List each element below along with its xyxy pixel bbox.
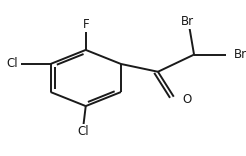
Text: Br: Br [181,15,194,28]
Text: Cl: Cl [78,125,89,138]
Text: F: F [82,18,89,31]
Text: Cl: Cl [7,57,18,71]
Text: Br: Br [234,48,246,61]
Text: O: O [182,93,192,106]
